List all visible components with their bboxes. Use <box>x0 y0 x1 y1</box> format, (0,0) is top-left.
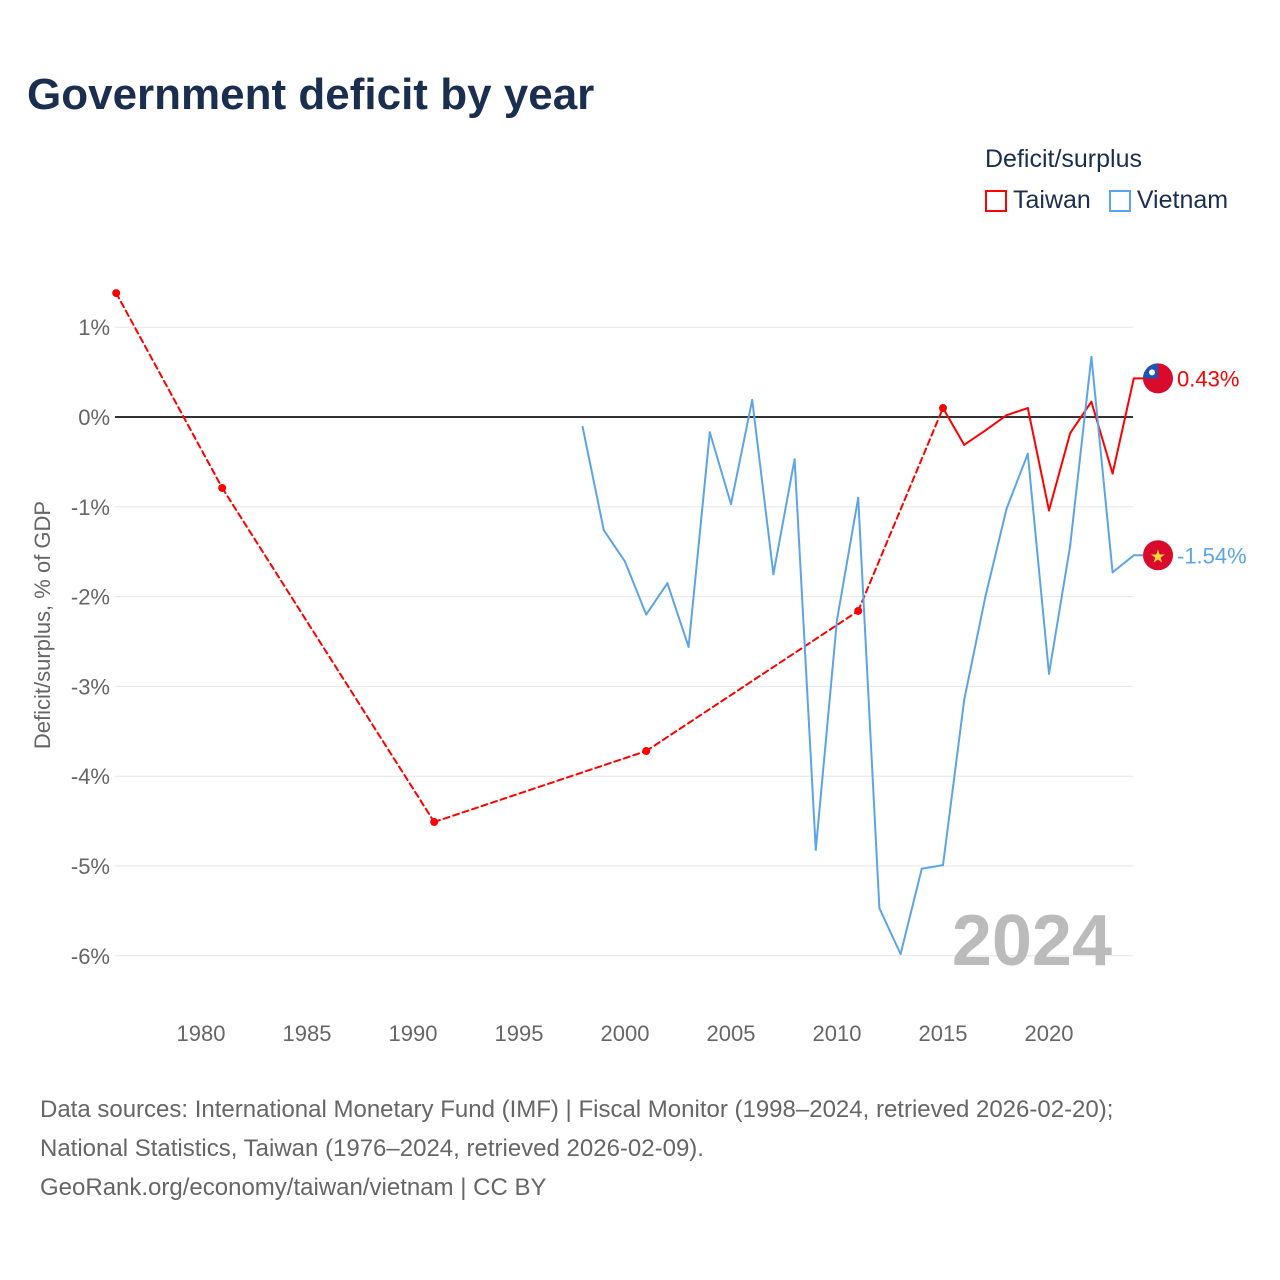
vietnam-line-segment <box>772 458 796 576</box>
legend-title: Deficit/surplus <box>985 145 1142 173</box>
taiwan-line-segment <box>963 429 987 446</box>
vietnam-line-segment <box>857 496 881 910</box>
legend-label-vietnam: Vietnam <box>1136 186 1229 214</box>
taiwan-line-segment <box>1005 407 1029 417</box>
y-tick-label: 0% <box>78 405 110 430</box>
taiwan-line-segment <box>645 609 860 753</box>
vietnam-line-segment <box>793 458 817 851</box>
x-tick-label: 2010 <box>813 1021 862 1046</box>
year-watermark: 2024 <box>952 901 1112 981</box>
x-tick-label: 1985 <box>283 1021 332 1046</box>
x-tick-label: 2000 <box>601 1021 650 1046</box>
y-tick-label: -5% <box>71 854 110 879</box>
vietnam-line-segment <box>602 529 626 563</box>
source-line-2: National Statistics, Taiwan (1976–2024, … <box>40 1135 704 1162</box>
x-tick-label: 2015 <box>919 1021 968 1046</box>
taiwan-end-label: 0.43% <box>1177 366 1239 391</box>
legend-item-vietnam[interactable]: Vietnam <box>1108 186 1229 215</box>
vietnam-line-segment <box>666 582 690 648</box>
taiwan-line-segment <box>433 750 648 823</box>
vietnam-line-segment <box>687 431 711 648</box>
vietnam-line-segment <box>814 618 838 851</box>
vietnam-line-segment <box>581 425 605 532</box>
taiwan-line-segment <box>1026 407 1050 512</box>
vietnam-line-segment <box>1005 452 1029 510</box>
taiwan-point <box>939 404 947 413</box>
taiwan-line-segment <box>221 486 436 823</box>
vietnam-line-segment <box>878 907 902 956</box>
taiwan-line-segment <box>857 407 944 612</box>
taiwan-point <box>854 606 863 615</box>
vietnam-line-segment <box>942 698 966 867</box>
taiwan-point <box>112 289 121 298</box>
taiwan-point <box>218 483 227 492</box>
y-tick-label: -2% <box>71 585 110 610</box>
vietnam-line-segment <box>836 496 860 621</box>
vietnam-flag-icon <box>1143 540 1173 571</box>
vietnam-line-segment <box>1090 355 1114 574</box>
y-tick-label: 1% <box>78 315 110 340</box>
x-tick-label: 1990 <box>389 1021 438 1046</box>
y-axis-label: Deficit/surplus, % of GDP <box>30 501 55 749</box>
taiwan-line-segment <box>984 414 1008 432</box>
y-tick-label: -1% <box>71 495 110 520</box>
x-tick-label: 2005 <box>707 1021 756 1046</box>
vietnam-line-segment <box>708 431 732 506</box>
taiwan-line-segment <box>1048 432 1072 512</box>
x-tick-label: 1995 <box>495 1021 544 1046</box>
taiwan-flag-sun <box>1149 369 1155 376</box>
legend-swatch-taiwan <box>985 189 1007 212</box>
x-tick-label: 1980 <box>177 1021 226 1046</box>
taiwan-line-segment <box>1069 400 1093 435</box>
vietnam-line-segment <box>984 507 1008 598</box>
legend: Taiwan Vietnam <box>985 186 1228 215</box>
taiwan-point <box>430 817 439 826</box>
source-note: Data sources: International Monetary Fun… <box>40 1090 1113 1207</box>
vietnam-line-segment <box>645 582 669 616</box>
taiwan-line-segment <box>1090 400 1114 475</box>
x-tick-label: 2020 <box>1025 1021 1074 1046</box>
vietnam-line-segment <box>963 595 987 701</box>
taiwan-line-segment <box>942 407 966 446</box>
legend-label-taiwan: Taiwan <box>1013 186 1091 214</box>
vietnam-line-segment <box>920 864 944 870</box>
vietnam-line-segment <box>1026 452 1050 675</box>
vietnam-line-segment <box>1111 554 1135 574</box>
vietnam-line-segment <box>730 398 754 506</box>
source-link[interactable]: GeoRank.org/economy/taiwan/vietnam | CC … <box>40 1174 547 1201</box>
taiwan-point <box>642 747 651 756</box>
legend-swatch-vietnam <box>1108 189 1131 212</box>
y-tick-label: -3% <box>71 674 110 699</box>
vietnam-line-segment <box>751 398 775 576</box>
vietnam-line-segment <box>1069 355 1093 547</box>
taiwan-line-segment <box>1111 377 1135 475</box>
source-line-1: Data sources: International Monetary Fun… <box>40 1096 1114 1123</box>
vietnam-line-segment <box>1048 544 1072 675</box>
chart-title: Government deficit by year <box>27 70 595 119</box>
y-tick-label: -6% <box>71 944 110 969</box>
vietnam-line-segment <box>899 867 923 956</box>
y-tick-label: -4% <box>71 764 110 789</box>
vietnam-line-segment <box>624 560 648 616</box>
taiwan-line-segment <box>115 292 224 489</box>
vietnam-flag-star: ★ <box>1150 546 1166 566</box>
vietnam-end-label: -1.54% <box>1177 543 1247 568</box>
legend-item-taiwan[interactable]: Taiwan <box>985 186 1091 215</box>
